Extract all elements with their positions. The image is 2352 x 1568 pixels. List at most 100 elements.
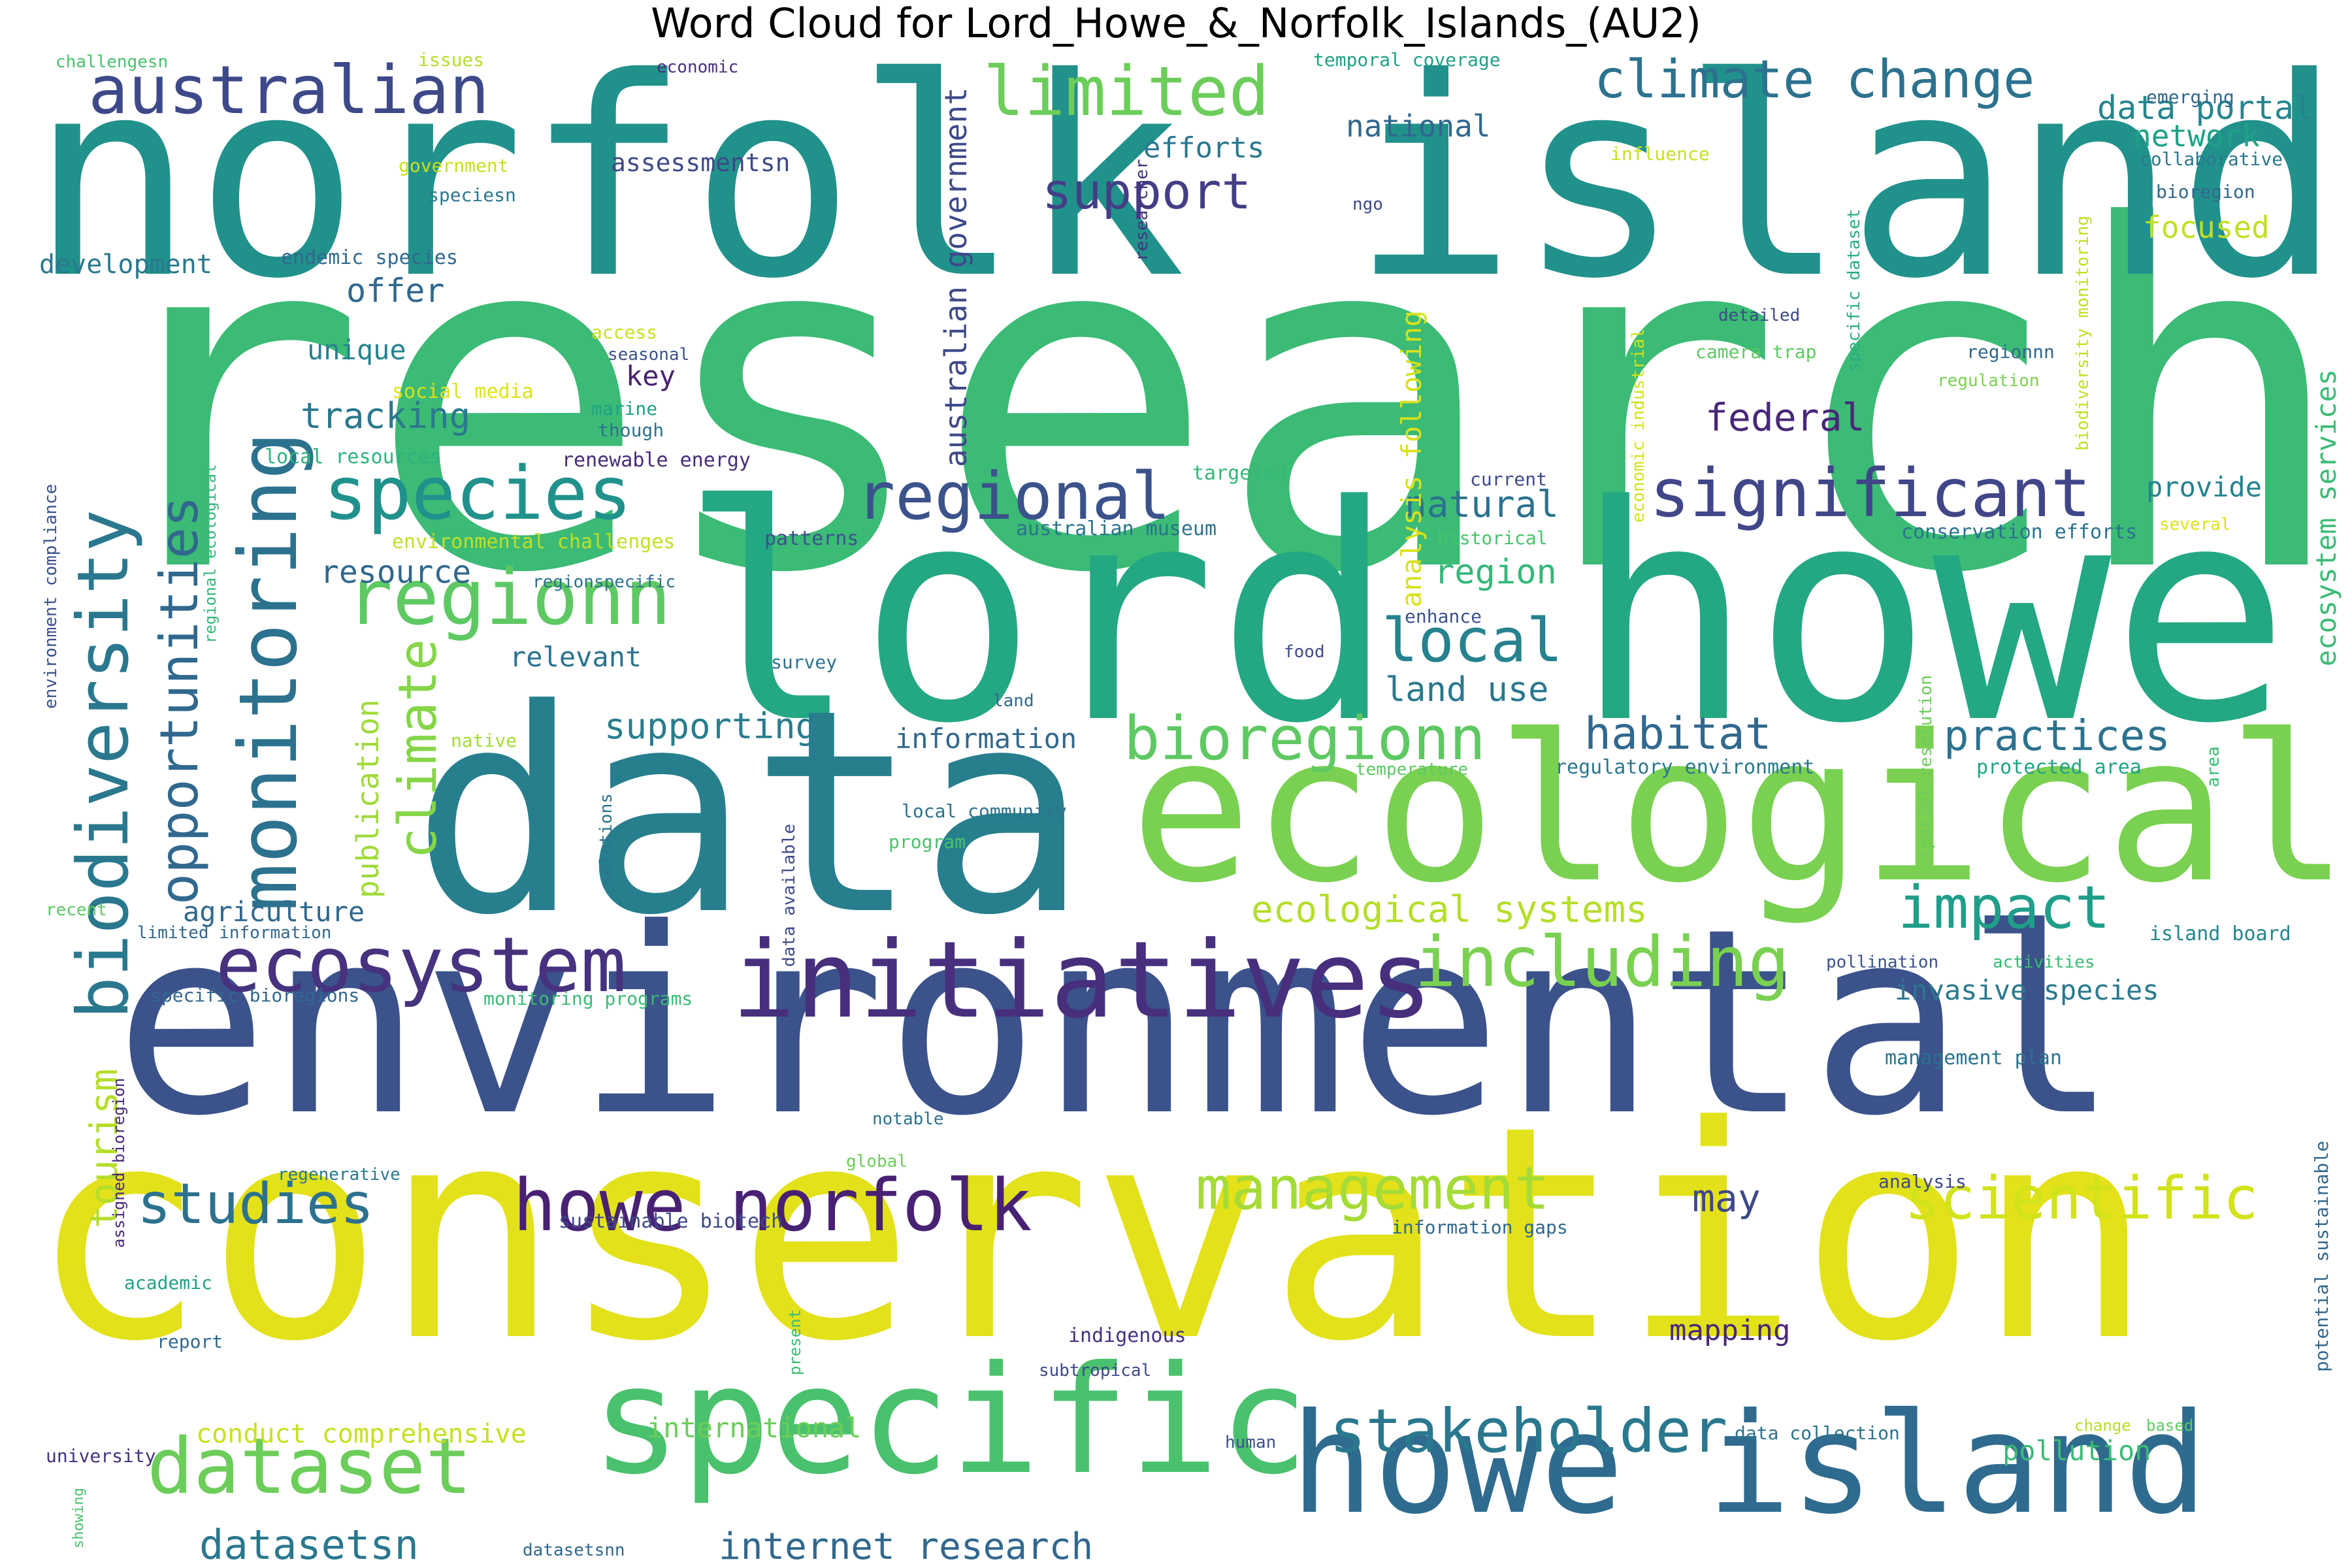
word-notable: notable [872,1109,944,1129]
word-temporal-coverage: temporal coverage [1313,49,1501,71]
word-pollution: pollution [2002,1435,2151,1467]
word-federal: federal [1705,395,1865,440]
word-specific: specific [591,1333,1309,1507]
word-pollination: pollination [1826,953,1939,972]
word-human: human [1225,1433,1277,1452]
word-unique: unique [307,334,406,366]
word-ngo: ngo [1352,195,1383,214]
word-camera-trap: camera trap [1695,341,1817,363]
word-renewable-energy: renewable energy [562,449,751,472]
word-internet-research: internet research [719,1526,1094,1568]
word-key: key [626,360,676,392]
word-limited-information: limited information [137,923,332,943]
word-data-portal: data portal [2097,89,2314,127]
word-opportunities: opportunities [149,495,210,905]
word-network: network [2133,118,2260,154]
word-datasetsn: datasetsn [199,1521,419,1568]
word-regional-ecological: regional ecological [201,464,220,644]
word-species: species [323,451,632,536]
word-regenerative: regenerative [278,1165,400,1184]
word-enhance: enhance [1405,606,1482,627]
word-issues: issues [418,49,485,71]
word-specific-dataset: specific dataset [1844,208,1864,372]
word-patterns: patterns [764,527,859,550]
word-spatial-resolution: spatial resolution [1916,675,1936,859]
word-support: support [1042,162,1252,220]
word-analysis-following: analysis following [1396,310,1428,608]
word-national: national [1346,108,1491,144]
word-temperature: temperature [1356,760,1469,779]
word-bioregionn: bioregionn [1124,704,1486,774]
word-relevant: relevant [510,641,642,673]
word-regionspecific: regionspecific [532,572,676,592]
word-regionn: regionn [346,552,672,642]
word-access: access [591,321,658,343]
word-activities: activities [1993,953,2095,972]
word-dataset: dataset [147,1421,472,1511]
word-development: development [39,250,212,280]
word-mapping: mapping [1669,1314,1791,1347]
word-food: food [1284,642,1325,662]
word-area: area [2204,746,2223,787]
word-studies: studies [137,1171,374,1237]
word-research: research [84,128,2349,676]
word-researcher: researcher [1132,159,1152,261]
word-impact: impact [1898,874,2111,942]
word-data-collection: data collection [1735,1422,1900,1444]
word-assessmentsn: assessmentsn [611,148,791,177]
word-several: several [2159,515,2231,534]
word-environmental-challenges: environmental challenges [392,531,676,553]
word-data-available: data available [779,823,799,967]
word-analysis: analysis [1878,1171,1967,1192]
word-global: global [846,1152,907,1171]
word-ecosystem-services: ecosystem services [2310,368,2342,666]
word-recent: recent [46,900,107,920]
word-climate: climate [387,638,448,859]
word-report: report [157,1331,223,1352]
word-subtropical: subtropical [1039,1361,1152,1380]
word-assigned-bioregion: assigned bioregion [110,1077,128,1248]
word-academic: academic [124,1272,212,1294]
word-australian: australian [88,52,490,129]
word-university: university [46,1445,156,1467]
word-information-gaps: information gaps [1392,1217,1568,1238]
word-conduct-comprehensive: conduct comprehensive [196,1419,527,1449]
word-endemic-species: endemic species [281,246,458,269]
word-seasonal: seasonal [608,345,690,365]
word-program: program [889,831,966,853]
word-climate-change: climate change [1594,49,2035,110]
word-survey: survey [771,651,838,673]
word-local-community: local community [902,800,1067,822]
word-including: including [1414,922,1790,1002]
word-publication: publication [350,699,385,898]
word-howe-norfolk: howe norfolk [513,1164,1032,1247]
word-land-use: land use [1385,670,1549,710]
word-targeted: targeted [1192,462,1287,485]
word-detailed: detailed [1718,306,1801,325]
word-ecosystem: ecosystem [216,921,627,1009]
word-conservation-efforts: conservation efforts [1901,521,2138,544]
word-environment-compliance: environment compliance [41,483,61,709]
word-biodiversity-monitoring: biodiversity monitoring [2073,215,2093,451]
word-challengesn: challengesn [56,52,169,72]
word-regulation: regulation [1937,371,2040,391]
word-speciesn: speciesn [428,184,516,206]
word-local: local [1382,606,1563,676]
word-significant: significant [1650,455,2091,532]
word-sustainable-biotech: sustainable biotech [559,1210,783,1233]
word-may: may [1692,1176,1761,1220]
word-change: change [2074,1416,2131,1435]
word-scientific: scientific [1904,1164,2259,1233]
word-bioregion: bioregion [2156,181,2255,203]
word-international: international [647,1412,862,1444]
word-management: management [1196,1154,1550,1223]
word-region: region [1434,553,1557,592]
word-natural: natural [1405,483,1560,526]
word-indigenous: indigenous [1068,1324,1186,1347]
word-tracking: tracking [301,395,471,436]
word-australian-museum: australian museum [1016,517,1217,540]
word-howe-island: howe island [1290,1383,2208,1544]
word-monitoring-programs: monitoring programs [483,988,693,1009]
word-stakeholder: stakeholder [1330,1396,1728,1466]
